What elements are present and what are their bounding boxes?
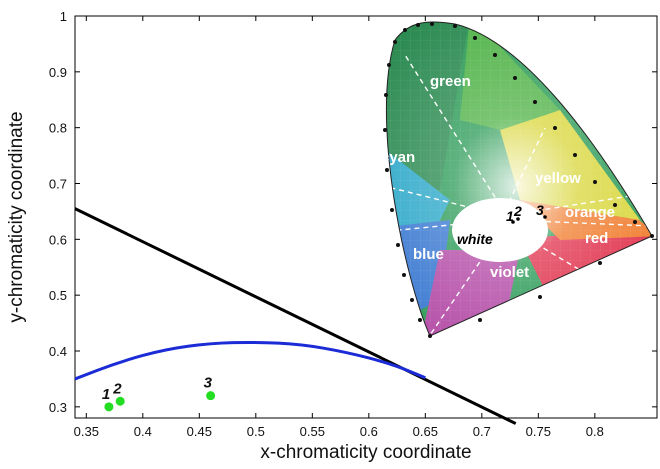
x-tick-label: 0.75 (526, 424, 551, 439)
x-tick-label: 0.5 (247, 424, 265, 439)
white-region (452, 198, 548, 262)
inset-label-white: white (457, 231, 493, 247)
inset-label-red: red (585, 230, 608, 247)
inset-label-cyan: cyan (381, 149, 415, 166)
inset-label-yellow: yellow (535, 170, 581, 187)
data-point-1 (104, 402, 114, 412)
x-tick-label: 0.65 (413, 424, 438, 439)
x-tick-label: 0.55 (300, 424, 325, 439)
inset-label-blue: blue (413, 246, 444, 263)
series-curve-blue (74, 340, 426, 381)
x-tick-label: 0.8 (586, 424, 604, 439)
y-tick-label: 0.6 (49, 232, 67, 247)
data-point-label-1: 1 (102, 386, 110, 403)
y-tick-label: 0.7 (49, 177, 67, 192)
cie-inset-diagram: green cyan yellow orange blue violet red… (381, 21, 654, 338)
x-tick-label: 0.7 (473, 424, 491, 439)
y-tick-label: 0.3 (49, 400, 67, 415)
inset-label-green: green (430, 73, 471, 90)
inset-point-label-2: 2 (513, 203, 522, 219)
inset-point-label-1: 1 (506, 208, 514, 224)
x-tick-label: 0.6 (360, 424, 378, 439)
y-tick-label: 0.8 (49, 121, 67, 136)
data-point-label-2: 2 (112, 380, 122, 397)
data-point-3 (206, 391, 216, 401)
y-tick-label: 0.5 (49, 288, 67, 303)
x-axis-ticks: 0.35 0.4 0.45 0.5 0.55 0.6 0.65 0.7 0.75 0.8 (74, 16, 604, 439)
x-axis-label: x-chromaticity coordinate (260, 442, 471, 463)
y-axis-label: y-chromaticity coordinate (6, 111, 27, 322)
inset-point-label-3: 3 (536, 202, 544, 218)
x-tick-label: 0.4 (134, 424, 152, 439)
y-axis-ticks: 0.3 0.4 0.5 0.6 0.7 0.8 0.9 1 (49, 9, 657, 415)
y-tick-label: 0.4 (49, 344, 67, 359)
data-point-2 (115, 396, 125, 406)
x-tick-label: 0.35 (74, 424, 99, 439)
y-tick-label: 0.9 (49, 65, 67, 80)
x-tick-label: 0.45 (187, 424, 212, 439)
data-point-label-3: 3 (204, 375, 213, 392)
inset-label-orange: orange (565, 204, 615, 221)
series-line-black (74, 207, 517, 425)
y-tick-label: 1 (60, 9, 67, 24)
inset-label-violet: violet (490, 264, 529, 281)
